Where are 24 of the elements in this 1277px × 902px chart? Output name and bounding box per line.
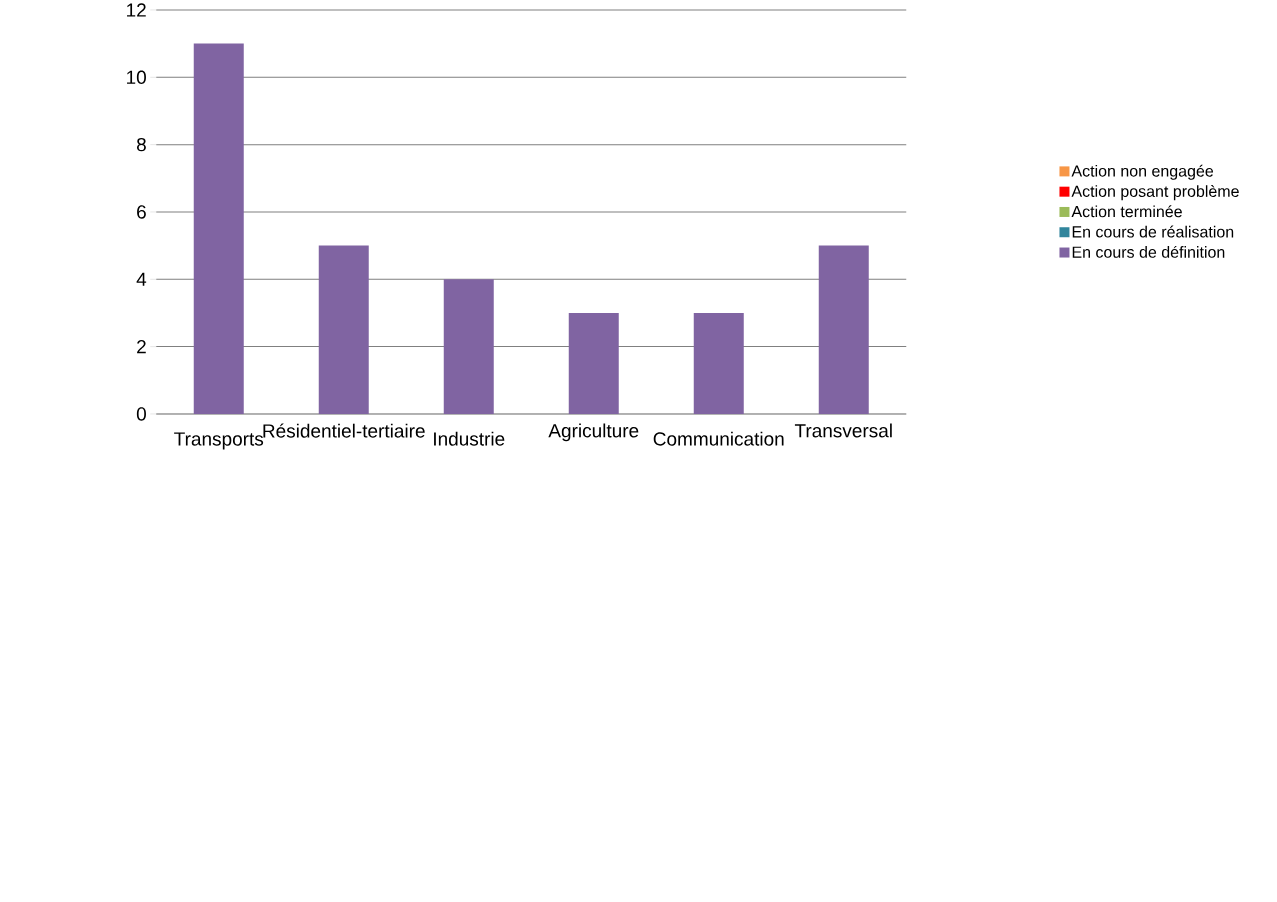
x-tick-label: Transversal [794,423,892,438]
bar [818,245,869,414]
y-tick-label: 8 [136,137,146,152]
x-tick-label: Agriculture [548,423,639,442]
x-tick-label: Industrie [434,431,505,446]
y-tick-label: 10 [127,70,146,84]
legend-label: Action posant problème [1071,184,1239,201]
y-tick-label: 0 [136,407,146,421]
legend-label: Action non engagée [1071,164,1214,180]
y-tick-label: 12 [127,3,146,17]
y-tick-label: 4 [136,272,147,286]
legend-label: En cours de définition [1072,245,1225,258]
x-tick-label: Transports [174,432,264,450]
y-tick-label: 2 [137,339,146,354]
bar [443,279,494,414]
bar [318,245,369,414]
bar [693,312,744,414]
bar [568,312,619,414]
legend-label: En cours de réalisation [1072,225,1234,238]
x-tick-label: Résidentiel-tertiaire [263,423,425,438]
x-tick-label: Communication [653,431,784,446]
bar [193,43,244,414]
y-tick-label: 6 [137,205,146,219]
legend-label: Action terminée [1071,205,1182,218]
